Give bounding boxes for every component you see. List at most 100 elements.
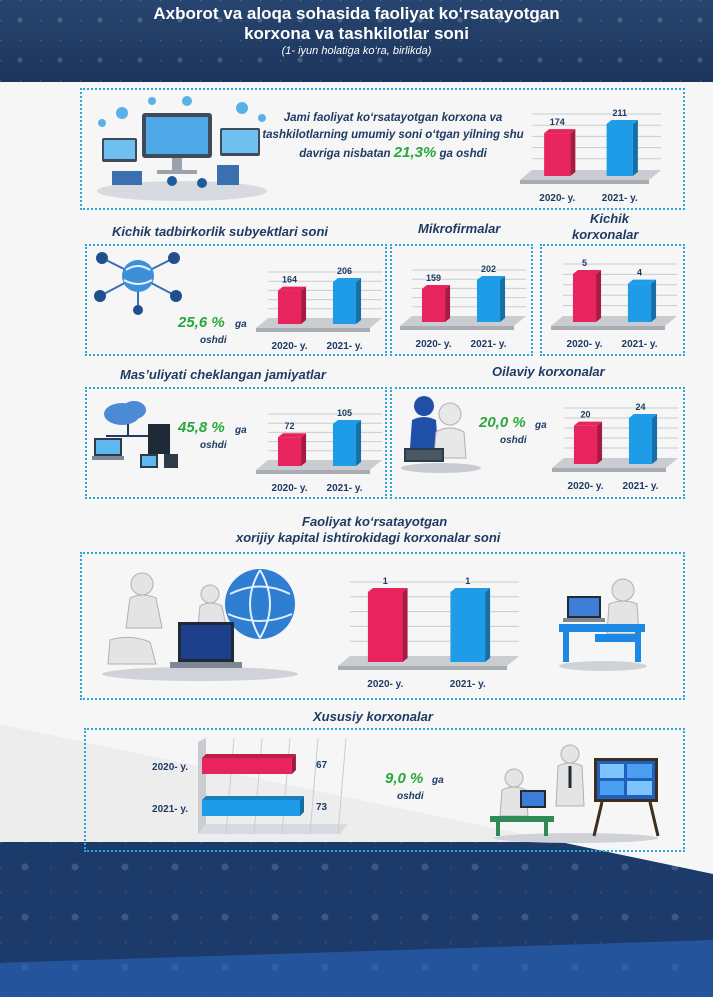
family-chart: 20 2020- y. 24 2021- y. [552, 402, 678, 492]
chart-bar [627, 283, 652, 322]
chart-bar [277, 437, 302, 466]
chart-bar [367, 592, 403, 662]
chart-gridline [309, 738, 319, 835]
chart-bar-top [476, 276, 506, 280]
chart-floor-edge [552, 468, 666, 472]
chart-bar-top [627, 279, 657, 284]
chart-bar-top [332, 420, 362, 424]
chart-bar-side [300, 796, 304, 816]
chart-bar [606, 124, 633, 176]
chart-bar [476, 280, 501, 322]
foreign-title-line1: Faoliyat ko‘rsatayotgan [302, 514, 448, 529]
chart-bar [421, 288, 446, 322]
chart-data-label: 202 [481, 264, 496, 274]
micro-chart: 159 2020- y. 202 2021- y. [400, 264, 526, 350]
chart-data-label: 72 [284, 421, 294, 431]
chart-bar [544, 133, 571, 176]
chart-tick-label: 2021- y. [152, 804, 188, 815]
chart-bar-top [202, 796, 304, 800]
chart-data-label: 67 [316, 760, 328, 771]
family-title: Oilaviy korxonalar [492, 364, 605, 379]
chart-tick-label: 2020- y. [539, 193, 575, 204]
chart-data-label: 5 [582, 258, 587, 268]
total-box [80, 88, 685, 210]
chart-floor [400, 316, 526, 326]
chart-floor [256, 460, 382, 470]
chart-bar-top [332, 278, 362, 282]
chart-data-label: 1 [383, 576, 388, 586]
chart-data-label: 24 [635, 402, 645, 412]
chart-bar [202, 758, 292, 774]
chart-bar-side [596, 270, 602, 322]
small-business-suffix-ga: ga [235, 319, 247, 330]
chart-floor [338, 656, 519, 666]
chart-tick-label: 2021- y. [327, 341, 363, 352]
chart-data-label: 73 [316, 802, 328, 813]
page-title-line2: korxona va tashkilotlar soni [244, 24, 469, 43]
content-background [0, 82, 713, 874]
foreign-box [80, 552, 685, 700]
people-globe-icon [102, 569, 298, 681]
chart-bar-side [356, 420, 362, 466]
chart-bar-side [301, 286, 307, 324]
small-business-box [85, 244, 387, 356]
chart-bar-top [544, 129, 576, 134]
family-suffix-ga: ga [535, 420, 547, 431]
llc-box [85, 387, 387, 499]
chart-bar-top [450, 588, 491, 592]
foreign-chart: 1 2020- y. 1 2021- y. [338, 576, 519, 690]
chart-bar-top [606, 120, 638, 124]
chart-tick-label: 2021- y. [622, 339, 658, 350]
chart-bar [628, 418, 653, 464]
chart-tick-label: 2021- y. [471, 339, 507, 350]
chart-gridline [337, 738, 347, 835]
header-background [0, 0, 713, 82]
llc-percent: 45,8 % [178, 419, 225, 436]
chart-bar-side [652, 414, 658, 464]
chart-data-label: 174 [550, 117, 565, 127]
small-firms-title-line1: Kichik [590, 211, 630, 226]
chart-data-label: 206 [337, 266, 352, 276]
chart-bar-side [651, 279, 657, 322]
chart-bar [332, 424, 357, 466]
chart-bar-side [500, 276, 506, 322]
small-business-chart: 164 2020- y. 206 2021- y. [256, 266, 382, 352]
chart-floor-edge [520, 180, 649, 184]
chart-bar-side [356, 278, 362, 324]
chart-data-label: 159 [426, 273, 441, 283]
chart-floor [520, 170, 661, 180]
chart-bar [450, 592, 486, 662]
people-laptop-icon [401, 396, 481, 473]
micro-box [390, 244, 533, 356]
chart-gridline [281, 738, 291, 835]
chart-tick-label: 2021- y. [623, 481, 659, 492]
chart-tick-label: 2021- y. [327, 483, 363, 494]
total-description-suffix: ga oshdi [439, 148, 487, 160]
chart-floor-edge [256, 470, 370, 474]
chart-bar-top [572, 270, 602, 274]
page-subtitle: (1- iyun holatiga ko‘ra, birlikda) [281, 45, 432, 57]
chart-bar-top [367, 588, 408, 592]
chart-bar-top [277, 433, 307, 438]
chart-floor-edge [400, 326, 514, 330]
total-chart: 174 2020- y. 211 2021- y. [520, 108, 661, 204]
small-firms-chart: 5 2020- y. 4 2021- y. [551, 258, 677, 350]
chart-floor [552, 458, 678, 468]
chart-data-label: 105 [337, 408, 352, 418]
small-business-percent: 25,6 % [178, 314, 225, 331]
small-business-title: Kichik tadbirkorlik subyektlari soni [112, 224, 329, 239]
small-firms-box [540, 244, 685, 356]
private-chart: 2020- y. 67 2021- y. 73 [152, 738, 348, 835]
chart-data-label: 4 [637, 268, 642, 278]
network-globe-icon [94, 252, 182, 315]
chart-floor [256, 318, 382, 328]
chart-data-label: 164 [282, 275, 297, 285]
chart-data-label: 1 [465, 576, 470, 586]
chart-wall [198, 738, 206, 834]
chart-bar-side [485, 588, 491, 662]
micro-title: Mikrofirmalar [418, 221, 501, 236]
chart-gridline [225, 738, 235, 835]
chart-floor-edge [256, 328, 370, 332]
chart-bar [573, 425, 598, 464]
chart-bar-side [445, 284, 451, 322]
